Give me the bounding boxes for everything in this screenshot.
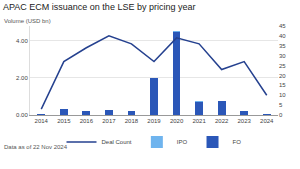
svg-text:Volume (USD bn): Volume (USD bn) bbox=[4, 18, 51, 24]
svg-text:20: 20 bbox=[279, 73, 286, 79]
svg-text:2.00: 2.00 bbox=[16, 75, 28, 81]
svg-text:0: 0 bbox=[279, 112, 283, 118]
svg-text:4.00: 4.00 bbox=[16, 38, 28, 44]
svg-text:FO: FO bbox=[233, 139, 242, 145]
svg-text:2024: 2024 bbox=[260, 118, 274, 124]
svg-text:15: 15 bbox=[279, 82, 286, 88]
svg-text:Data as of 22 Nov 2024: Data as of 22 Nov 2024 bbox=[4, 144, 68, 150]
svg-text:2020: 2020 bbox=[170, 118, 184, 124]
svg-text:10: 10 bbox=[279, 92, 286, 98]
svg-text:2021: 2021 bbox=[192, 118, 206, 124]
svg-text:35: 35 bbox=[279, 43, 286, 49]
svg-text:Deal Count: Deal Count bbox=[102, 139, 132, 145]
svg-text:5: 5 bbox=[279, 102, 283, 108]
svg-text:40: 40 bbox=[279, 33, 286, 39]
svg-text:25: 25 bbox=[279, 63, 286, 69]
svg-text:2016: 2016 bbox=[80, 118, 94, 124]
svg-text:30: 30 bbox=[279, 53, 286, 59]
svg-text:45: 45 bbox=[279, 23, 286, 29]
svg-text:2018: 2018 bbox=[125, 118, 139, 124]
svg-text:2022: 2022 bbox=[215, 118, 229, 124]
svg-text:2014: 2014 bbox=[35, 118, 49, 124]
svg-text:2017: 2017 bbox=[102, 118, 116, 124]
svg-text:2015: 2015 bbox=[57, 118, 71, 124]
svg-text:IPO: IPO bbox=[177, 139, 188, 145]
svg-text:2019: 2019 bbox=[147, 118, 161, 124]
svg-text:2023: 2023 bbox=[238, 118, 252, 124]
svg-text:APAC ECM issuance on the LSE b: APAC ECM issuance on the LSE by pricing … bbox=[3, 2, 195, 12]
svg-text:0.00: 0.00 bbox=[16, 112, 28, 118]
